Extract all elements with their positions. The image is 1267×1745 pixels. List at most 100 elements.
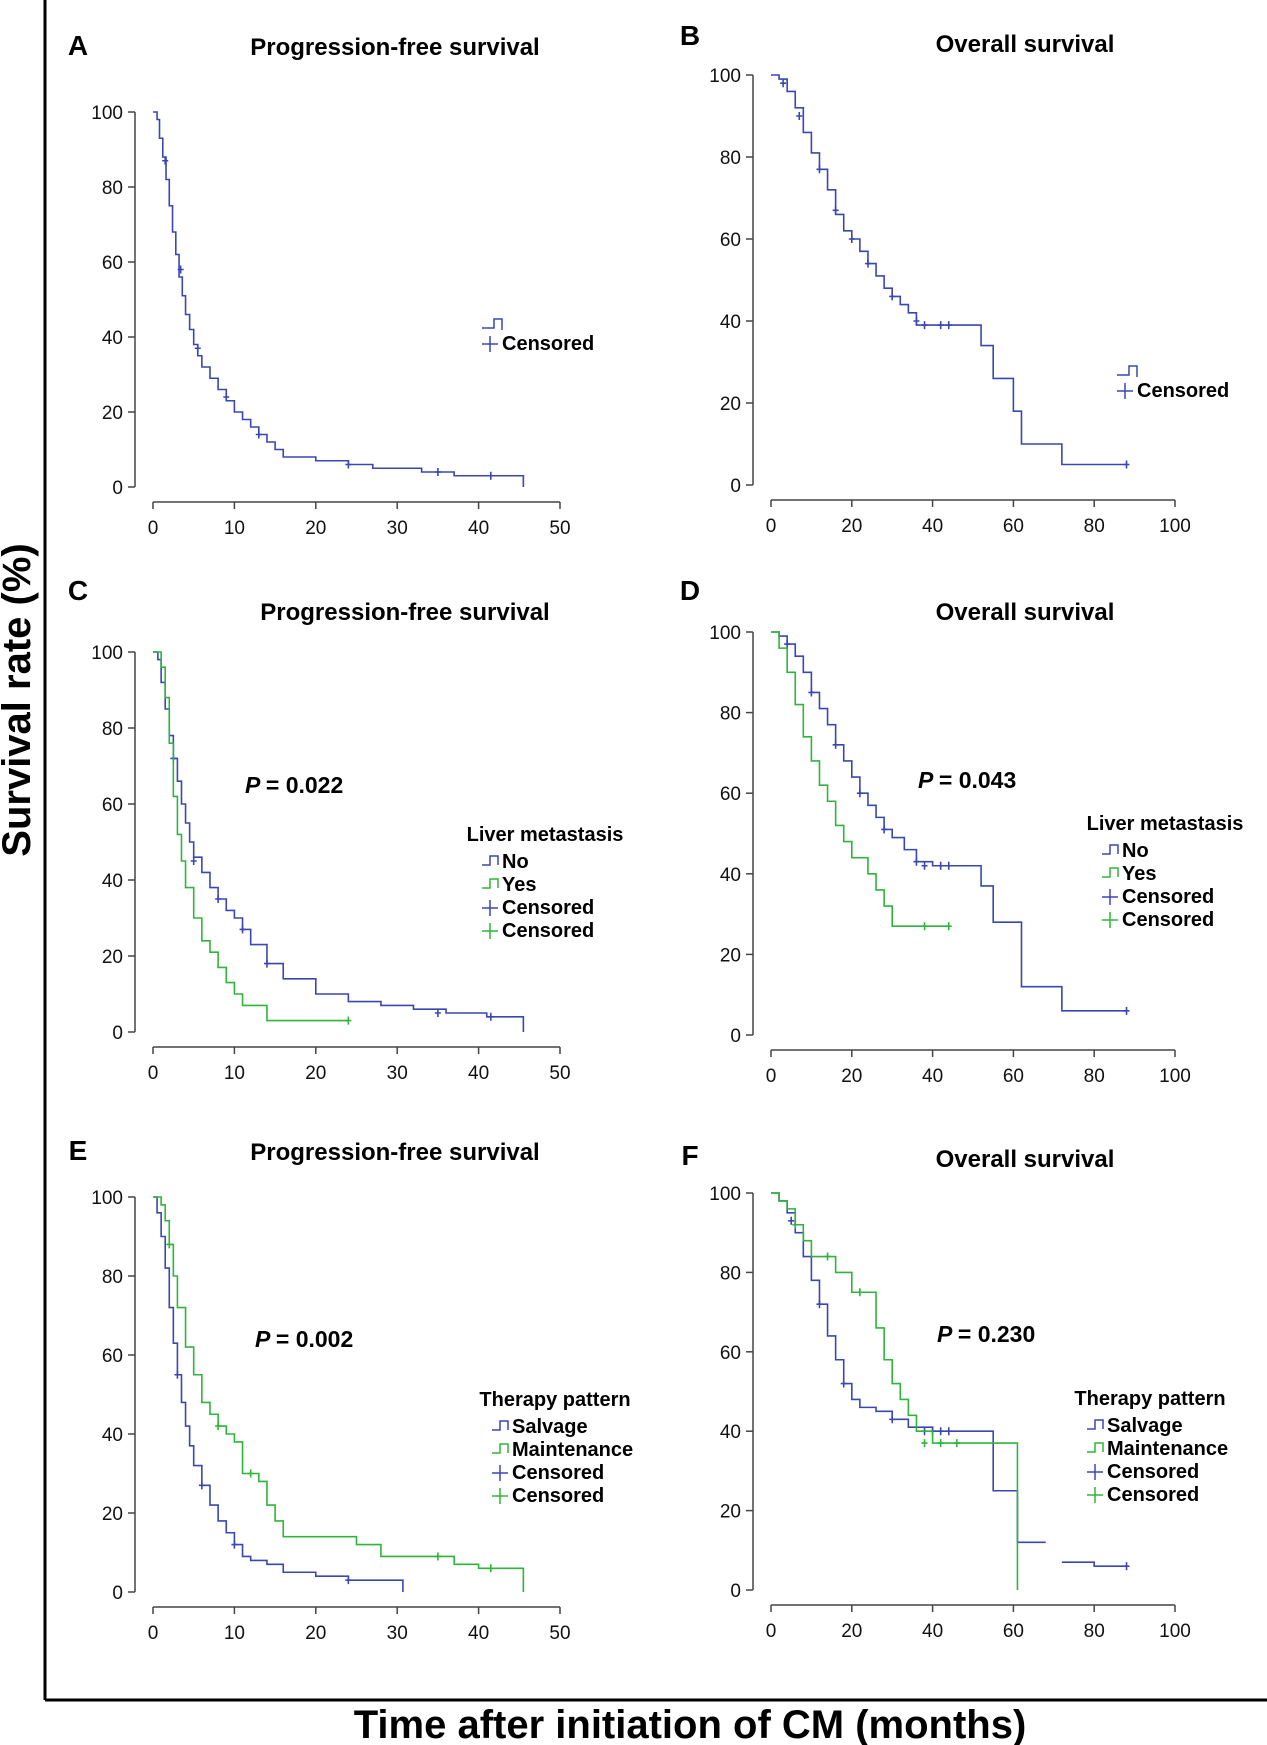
y-tick-label: 80: [102, 178, 123, 199]
censor-mark: [247, 1469, 254, 1478]
censor-mark: [945, 321, 952, 330]
censor-mark: [1123, 1006, 1130, 1015]
censor-mark: [856, 1288, 863, 1297]
x-tick-label: 20: [305, 518, 326, 539]
legend-entry: Censored: [1137, 380, 1229, 402]
panel-letter: E: [69, 1135, 88, 1166]
y-tick-label: 80: [720, 1263, 741, 1284]
censor-mark: [945, 861, 952, 870]
censor-mark: [263, 959, 270, 968]
y-tick-label: 40: [102, 328, 123, 349]
y-tick-label: 0: [112, 478, 123, 499]
x-tick-label: 0: [148, 518, 159, 539]
censor-mark: [921, 321, 928, 330]
y-tick-label: 0: [112, 1023, 123, 1044]
y-tick-label: 80: [720, 704, 741, 725]
panel-d: 0 20 40 60 80 100 0 20 40 60 80 100 D Overall surviva…: [680, 575, 1244, 1087]
censor-mark: [487, 1564, 494, 1573]
y-tick-label: 100: [709, 1184, 741, 1205]
legend-entry: Yes: [502, 874, 536, 896]
x-tick-label: 40: [468, 518, 489, 539]
legend-title: Therapy pattern: [479, 1389, 630, 1411]
legend-step-marker: [1087, 1442, 1104, 1453]
x-tick-label: 0: [766, 1621, 777, 1642]
censor-mark: [194, 344, 201, 353]
censor-mark: [239, 925, 246, 934]
x-tick-label: 10: [224, 1063, 245, 1084]
y-tick-label: 40: [102, 1425, 123, 1446]
y-tick-label: 100: [91, 1188, 123, 1209]
x-tick-label: 0: [148, 1063, 159, 1084]
censor-mark: [784, 640, 791, 649]
survival-curve-all: [153, 111, 525, 487]
censor-mark: [792, 1220, 799, 1229]
censor-mark: [434, 1009, 441, 1017]
y-tick-label: 80: [102, 1267, 123, 1288]
censor-mark: [953, 1439, 960, 1448]
legend-step-marker: [482, 878, 499, 889]
p-value-label: P = 0.043: [918, 767, 1016, 793]
y-tick-label: 20: [102, 403, 123, 424]
x-tick-label: 0: [766, 516, 777, 537]
censor-mark: [856, 789, 863, 798]
legend-censor-marker: [1102, 912, 1118, 928]
legend: Censored: [482, 318, 594, 355]
p-value-label: P = 0.230: [937, 1321, 1035, 1347]
censor-mark: [913, 857, 920, 866]
panel-letter: F: [681, 1140, 698, 1171]
y-tick-label: 60: [720, 1343, 741, 1364]
x-tick-label: 60: [1003, 516, 1024, 537]
legend-step-marker: [482, 318, 503, 330]
y-tick-label: 100: [709, 66, 741, 87]
censor-mark: [198, 1481, 205, 1490]
legend-censor-marker: [482, 336, 498, 352]
x-tick-label: 40: [922, 1621, 943, 1642]
legend-title: Liver metastasis: [1087, 813, 1244, 835]
censor-mark: [434, 468, 441, 476]
y-tick-label: 40: [102, 871, 123, 892]
x-tick-label: 40: [922, 1066, 943, 1087]
y-tick-label: 0: [112, 1583, 123, 1604]
legend-entry: Censored: [1107, 1484, 1199, 1506]
legend-entry: Censored: [1107, 1461, 1199, 1483]
censor-mark: [832, 740, 839, 749]
censor-mark: [345, 1576, 352, 1585]
survival-curve-maintenance: [153, 1196, 525, 1592]
censor-mark: [824, 1252, 831, 1261]
y-tick-label: 20: [102, 1504, 123, 1525]
y-tick-label: 60: [102, 795, 123, 816]
censor-mark: [487, 471, 494, 480]
panel-letter: D: [680, 575, 700, 606]
legend-step-marker: [1117, 365, 1138, 377]
x-tick-label: 30: [387, 518, 408, 539]
y-tick-label: 100: [91, 103, 123, 124]
censor-mark: [945, 922, 952, 931]
y-tick-label: 40: [720, 865, 741, 886]
censor-mark: [1123, 460, 1130, 469]
survival-curve-no: [771, 631, 1127, 1012]
y-tick-label: 60: [102, 253, 123, 274]
censor-mark: [162, 156, 169, 165]
x-tick-label: 10: [224, 1623, 245, 1644]
legend-step-marker: [492, 1443, 509, 1454]
censor-mark: [937, 1427, 944, 1436]
censor-mark: [864, 259, 871, 268]
censor-mark: [345, 1016, 352, 1025]
legend-step-marker: [482, 855, 499, 866]
legend-title: Liver metastasis: [467, 824, 624, 846]
survival-curve-yes: [153, 651, 349, 1022]
censor-mark: [255, 430, 262, 439]
censor-mark: [921, 922, 928, 931]
censor-mark: [345, 460, 352, 469]
survival-curve-yes: [771, 631, 949, 927]
panel-f: 0 20 40 60 80 100 0 20 40 60 80 100 F Overall surviva…: [681, 1140, 1228, 1642]
legend-entry: Censored: [1122, 886, 1214, 908]
p-value-label: P = 0.002: [255, 1326, 353, 1352]
y-tick-label: 0: [730, 476, 741, 497]
x-tick-label: 50: [549, 1063, 570, 1084]
panel-letter: B: [680, 20, 700, 51]
survival-curve-salvage: [771, 1192, 1127, 1567]
legend-entry: No: [1122, 840, 1149, 862]
legend-censor-marker: [1087, 1464, 1103, 1480]
